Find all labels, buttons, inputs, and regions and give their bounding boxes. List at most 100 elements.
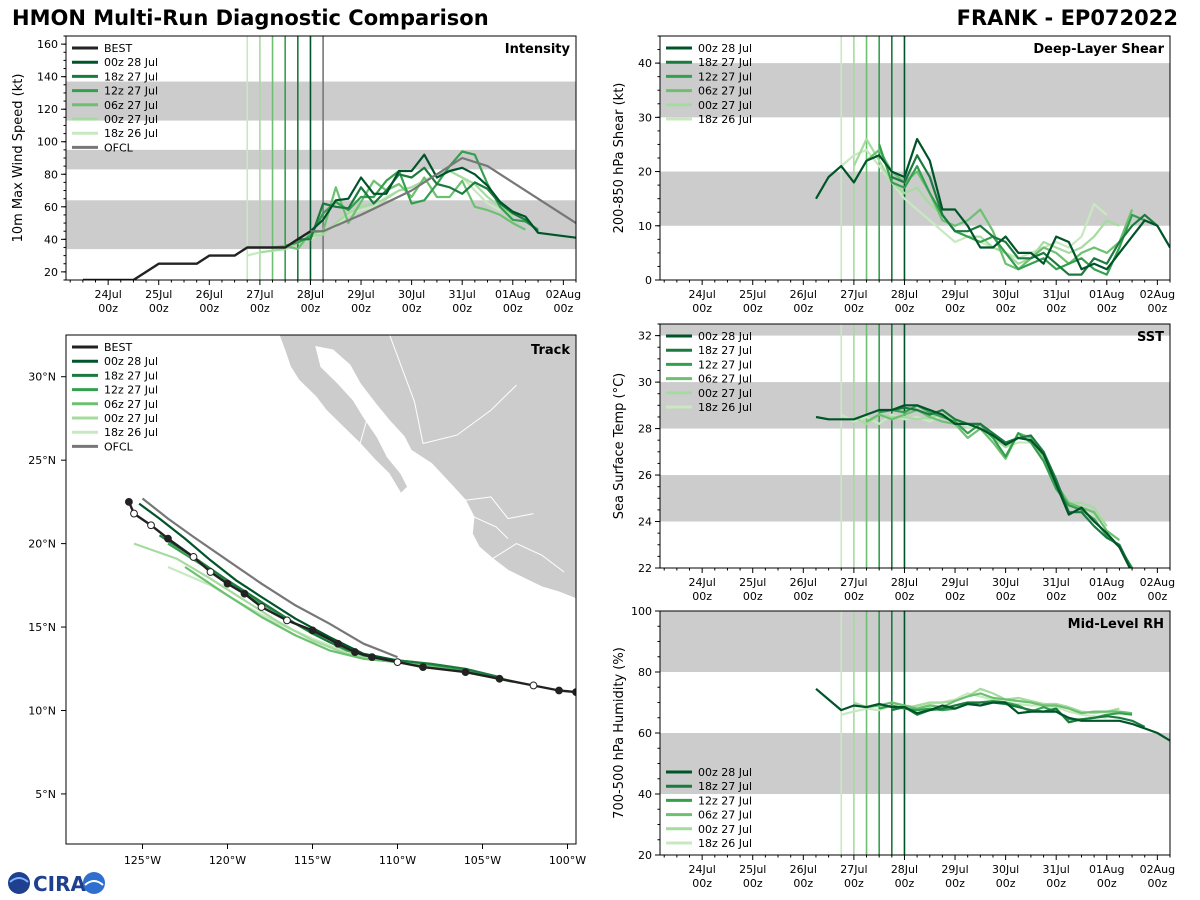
state-border [422,384,517,444]
figure-title: HMON Multi-Run Diagnostic Comparison [12,6,489,30]
x-tick-label: 00z [996,590,1016,603]
lat-tick-label: 10°N [28,704,56,717]
map-frame [65,334,577,845]
x-tick-label: 27Jul [840,288,867,301]
best-track-point [334,639,342,648]
x-tick-label: 25Jul [739,863,766,876]
legend-label: 06z 27 Jul [104,99,158,112]
y-tick-label: 20 [638,849,652,862]
legend-label: 18z 27 Jul [104,369,158,382]
best-track-point [495,674,504,683]
legend-label: 18z 26 Jul [104,426,158,439]
legend-label: 00z 27 Jul [104,113,158,126]
plot-area [660,36,1170,280]
x-tick-label: 00z [301,302,321,315]
panel-title: Intensity [505,42,571,57]
legend-label: 06z 27 Jul [698,373,752,386]
y-tick-label: 10 [638,220,652,233]
x-tick-label: 02Aug [546,288,581,301]
category-band [660,475,1170,522]
x-tick-label: 00z [743,590,763,603]
series-line-run-0 [309,153,576,239]
best-track-point [189,553,198,561]
best-track-point [529,681,538,690]
x-tick-label: 00z [895,590,915,603]
x-tick-label: 00z [1147,877,1167,890]
legend-label: 12z 27 Jul [698,794,752,807]
best-track-point [461,668,470,677]
panel-rh: 2040608010024Jul00z25Jul00z26Jul00z27Jul… [612,605,1175,890]
legend-label: 00z 27 Jul [698,823,752,836]
series-line-run-0 [815,137,1170,271]
x-tick-label: 26Jul [790,288,817,301]
legend-label: BEST [104,341,132,354]
y-tick-label: 40 [638,788,652,801]
lon-tick-label: 100°W [549,854,586,867]
track-run-0 [138,502,398,662]
lat-tick-label: 30°N [28,371,56,384]
x-tick-label: 00z [793,302,813,315]
legend-label: 00z 27 Jul [104,412,158,425]
x-tick-label: 29Jul [347,288,374,301]
category-band [660,171,1170,226]
x-tick-label: 31Jul [1043,863,1070,876]
x-tick-label: 00z [692,590,712,603]
y-tick-label: 0 [645,274,652,287]
track-ofcl [141,497,398,659]
x-tick-label: 25Jul [739,288,766,301]
legend-label: 18z 26 Jul [698,837,752,850]
x-tick-label: 29Jul [941,576,968,589]
x-tick-label: 28Jul [891,576,918,589]
x-tick-label: 00z [692,877,712,890]
legend-label: OFCL [104,440,134,453]
best-track-point [419,663,427,672]
track-run-3 [184,566,500,680]
series-line-run-3 [866,692,1133,715]
track-run-2 [167,542,509,682]
x-tick-label: 29Jul [941,288,968,301]
y-axis-label: 200-850 hPa Shear (kt) [612,83,627,234]
track-run-4 [133,542,514,684]
x-tick-label: 02Aug [1140,863,1175,876]
x-tick-label: 00z [1046,590,1066,603]
x-tick-label: 00z [1147,590,1167,603]
x-tick-label: 00z [402,302,422,315]
series-line-best [82,230,312,280]
y-tick-label: 140 [37,71,58,84]
plot-area [660,611,1170,855]
panel-title: SST [1137,330,1164,345]
state-border [492,543,565,573]
x-tick-label: 28Jul [891,863,918,876]
state-border [473,516,509,539]
y-tick-label: 40 [638,57,652,70]
x-tick-label: 00z [945,590,965,603]
x-tick-label: 00z [793,877,813,890]
best-track-point [164,534,172,543]
x-tick-label: 27Jul [840,576,867,589]
x-tick-label: 29Jul [941,863,968,876]
legend-label: 18z 26 Jul [698,113,752,126]
x-tick-label: 28Jul [891,288,918,301]
legend-label: 12z 27 Jul [104,85,158,98]
x-tick-label: 00z [945,877,965,890]
panel-intensity: 2040608010012014016024Jul00z25Jul00z26Ju… [11,35,581,315]
x-tick-label: 31Jul [1043,288,1070,301]
y-tick-label: 80 [44,168,58,181]
x-tick-label: 00z [945,302,965,315]
panel-sst: 22242628303224Jul00z25Jul00z26Jul00z27Ju… [612,323,1175,603]
x-tick-label: 27Jul [246,288,273,301]
panel-title: Deep-Layer Shear [1033,42,1164,57]
x-tick-label: 00z [1046,302,1066,315]
series-line-run-2 [878,144,1146,276]
series-line-run-0 [815,404,1132,568]
lon-tick-label: 110°W [379,854,416,867]
lon-tick-label: 105°W [464,854,501,867]
x-tick-label: 00z [996,877,1016,890]
state-border [465,496,534,520]
svg-text:CIRA: CIRA [33,872,87,896]
x-tick-label: 00z [149,302,169,315]
